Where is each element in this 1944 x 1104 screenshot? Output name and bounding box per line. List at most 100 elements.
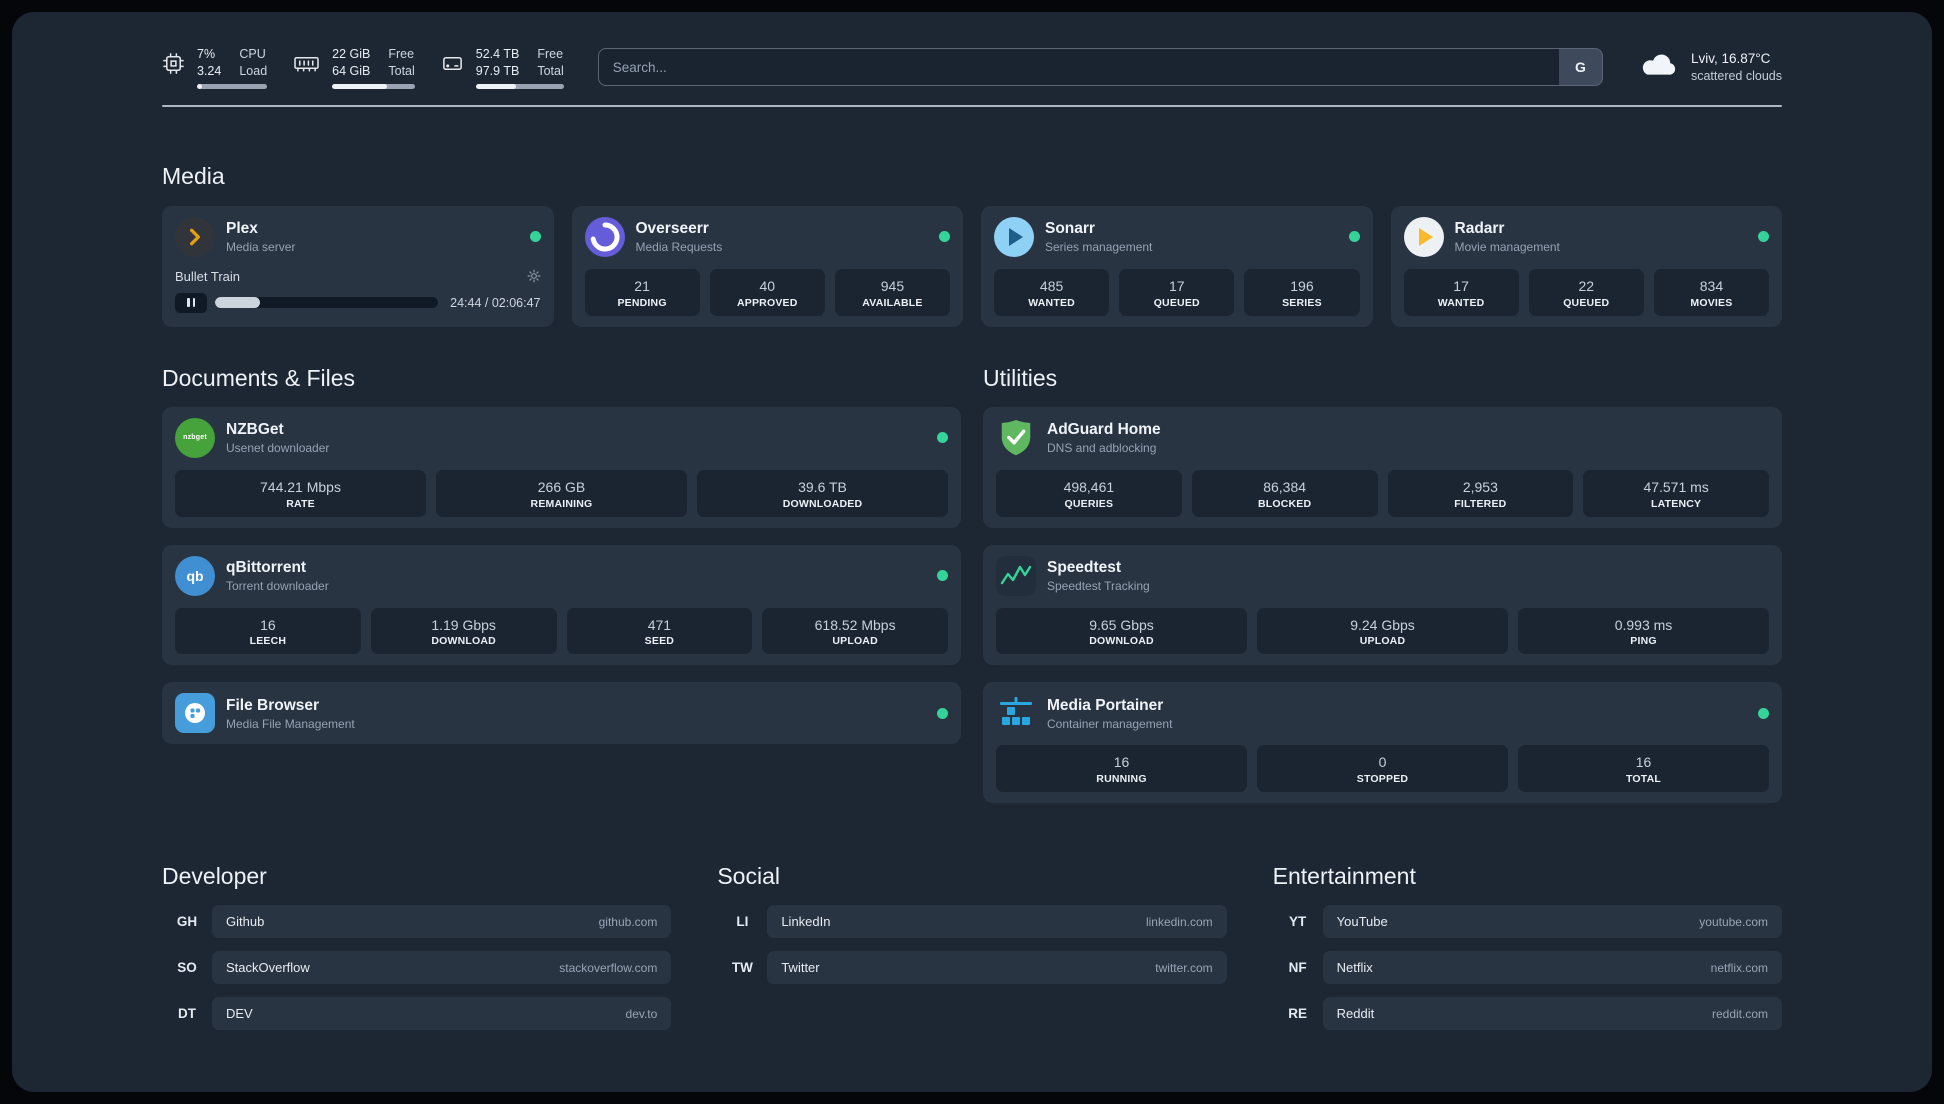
search-provider-button[interactable]: G: [1558, 48, 1603, 87]
bookmark-reddit[interactable]: RE Reddit reddit.com: [1273, 997, 1782, 1031]
stat-label: WANTED: [1028, 296, 1075, 309]
adguard-icon: [996, 418, 1036, 458]
service-card-radarr[interactable]: Radarr Movie management 17 WANTED 22 QUE…: [1390, 205, 1782, 327]
bookmark-abbr: LI: [736, 914, 749, 930]
stat-label: BLOCKED: [1257, 497, 1312, 510]
service-description: Media Requests: [635, 240, 723, 255]
cpu-icon: [162, 52, 185, 80]
bookmark-url: stackoverflow.com: [559, 960, 658, 975]
disk-total: 97.9 TB: [475, 63, 520, 78]
service-description: Speedtest Tracking: [1047, 579, 1150, 594]
disk-icon: [441, 52, 464, 80]
stat-value: 47.571 ms: [1643, 478, 1709, 495]
service-description: Media server: [226, 240, 296, 255]
service-name: Media Portainer: [1047, 696, 1164, 714]
service-card-qbittorrent[interactable]: qb qBittorrent Torrent downloader 16 LEE…: [162, 544, 961, 666]
bookmark-url: twitter.com: [1155, 960, 1213, 975]
stat-value: 0.993 ms: [1614, 616, 1673, 633]
bookmark-youtube[interactable]: YT YouTube youtube.com: [1273, 905, 1782, 939]
bookmark-group-entertainment: Entertainment YT YouTube youtube.com NF …: [1273, 863, 1782, 1031]
bookmark-github[interactable]: GH Github github.com: [162, 905, 672, 939]
disk-bar: [475, 83, 564, 89]
disk-label-bottom: Total: [537, 63, 564, 78]
section-title-media: Media: [162, 162, 225, 189]
stat-tile: 47.571 ms LATENCY: [1583, 469, 1769, 517]
stat-label: SERIES: [1282, 296, 1322, 309]
service-card-speedtest[interactable]: Speedtest Speedtest Tracking 9.65 Gbps D…: [983, 544, 1782, 666]
service-name: NZBGet: [226, 420, 284, 438]
bookmark-dev[interactable]: DT DEV dev.to: [162, 997, 672, 1031]
section-title-documents: Documents & Files: [162, 364, 356, 391]
bookmark-name: Twitter: [781, 960, 820, 976]
bookmark-url: dev.to: [625, 1006, 658, 1021]
service-card-filebrowser[interactable]: File Browser Media File Management: [162, 682, 961, 745]
section-title-developer: Developer: [162, 863, 267, 890]
stat-tile: 744.21 Mbps RATE: [175, 469, 426, 517]
stat-value: 0: [1378, 754, 1387, 771]
stat-value: 86,384: [1263, 478, 1307, 495]
stat-tile: 0 STOPPED: [1257, 745, 1508, 793]
service-card-portainer[interactable]: Media Portainer Container management 16 …: [983, 682, 1782, 804]
bookmark-stackoverflow[interactable]: SO StackOverflow stackoverflow.com: [162, 951, 672, 985]
bookmark-linkedin[interactable]: LI LinkedIn linkedin.com: [717, 905, 1227, 939]
stat-value: 266 GB: [537, 478, 586, 495]
section-title-utilities: Utilities: [983, 364, 1058, 391]
portainer-icon: [996, 693, 1036, 733]
stat-tile: 16 RUNNING: [996, 745, 1247, 793]
topbar: 7% CPU 3.24 Load 22 GiB Free 64 Gi: [162, 46, 1782, 89]
stat-label: WANTED: [1437, 296, 1485, 309]
stat-value: 21: [634, 277, 650, 294]
bookmark-url: github.com: [598, 914, 658, 929]
stat-value: 39.6 TB: [798, 478, 847, 495]
service-description: Series management: [1045, 240, 1153, 255]
memory-bar: [332, 83, 415, 89]
playback-progress-bar[interactable]: [215, 297, 439, 309]
stat-label: SEED: [644, 635, 675, 648]
stat-label: LATENCY: [1651, 497, 1702, 510]
nzbget-icon: nzbget: [175, 417, 215, 458]
stat-tile: 498,461 QUERIES: [996, 469, 1182, 517]
stat-tile: 17 WANTED: [1403, 268, 1519, 316]
bookmark-abbr: DT: [178, 1006, 196, 1022]
service-card-adguard[interactable]: AdGuard Home DNS and adblocking 498,461 …: [983, 406, 1782, 528]
service-card-sonarr[interactable]: Sonarr Series management 485 WANTED 17 Q…: [981, 205, 1373, 327]
cpu-label-bottom: Load: [239, 63, 268, 78]
memory-label-bottom: Total: [388, 63, 415, 78]
stat-label: PENDING: [617, 296, 667, 309]
pause-button[interactable]: [175, 292, 207, 313]
disk-free: 52.4 TB: [475, 47, 520, 61]
weather-location: Lviv, 16.87°C: [1690, 50, 1771, 66]
bookmark-name: LinkedIn: [781, 914, 831, 930]
stat-label: AVAILABLE: [862, 296, 923, 309]
bookmark-abbr: GH: [176, 914, 198, 930]
bookmark-twitter[interactable]: TW Twitter twitter.com: [717, 951, 1227, 985]
section-utilities: Utilities AdGuard Home DNS and adblockin…: [983, 365, 1782, 804]
status-dot: [937, 707, 948, 719]
gear-icon[interactable]: [527, 269, 541, 283]
status-dot: [937, 432, 948, 444]
plex-icon: [175, 216, 215, 257]
stat-value: 2,953: [1462, 478, 1498, 495]
service-name: Sonarr: [1045, 220, 1095, 238]
service-card-overseerr[interactable]: Overseerr Media Requests 21 PENDING 40 A…: [571, 205, 963, 327]
bookmark-netflix[interactable]: NF Netflix netflix.com: [1273, 951, 1782, 985]
stat-tile: 834 MOVIES: [1653, 268, 1770, 316]
stat-value: 17: [1453, 277, 1469, 294]
bookmark-name: DEV: [226, 1006, 253, 1022]
service-card-plex[interactable]: Plex Media server Bullet Train: [162, 205, 554, 327]
search-bar: G: [597, 48, 1603, 87]
service-description: Movie management: [1454, 240, 1560, 255]
search-input[interactable]: [597, 48, 1559, 87]
service-card-nzbget[interactable]: nzbget NZBGet Usenet downloader 744.21 M…: [162, 406, 961, 528]
stat-value: 485: [1039, 277, 1064, 294]
disk-label-top: Free: [537, 47, 564, 61]
stat-label: REMAINING: [530, 497, 593, 510]
stat-tile: 266 GB REMAINING: [436, 469, 687, 517]
bookmark-group-social: Social LI LinkedIn linkedin.com TW Twitt…: [717, 863, 1227, 1030]
stat-label: DOWNLOAD: [1089, 635, 1154, 648]
stat-tile: 21 PENDING: [584, 268, 700, 316]
stat-tile: 9.65 Gbps DOWNLOAD: [996, 607, 1247, 655]
service-description: DNS and adblocking: [1047, 441, 1157, 456]
bookmark-url: youtube.com: [1699, 914, 1768, 929]
stat-tile: 17 QUEUED: [1119, 268, 1235, 316]
